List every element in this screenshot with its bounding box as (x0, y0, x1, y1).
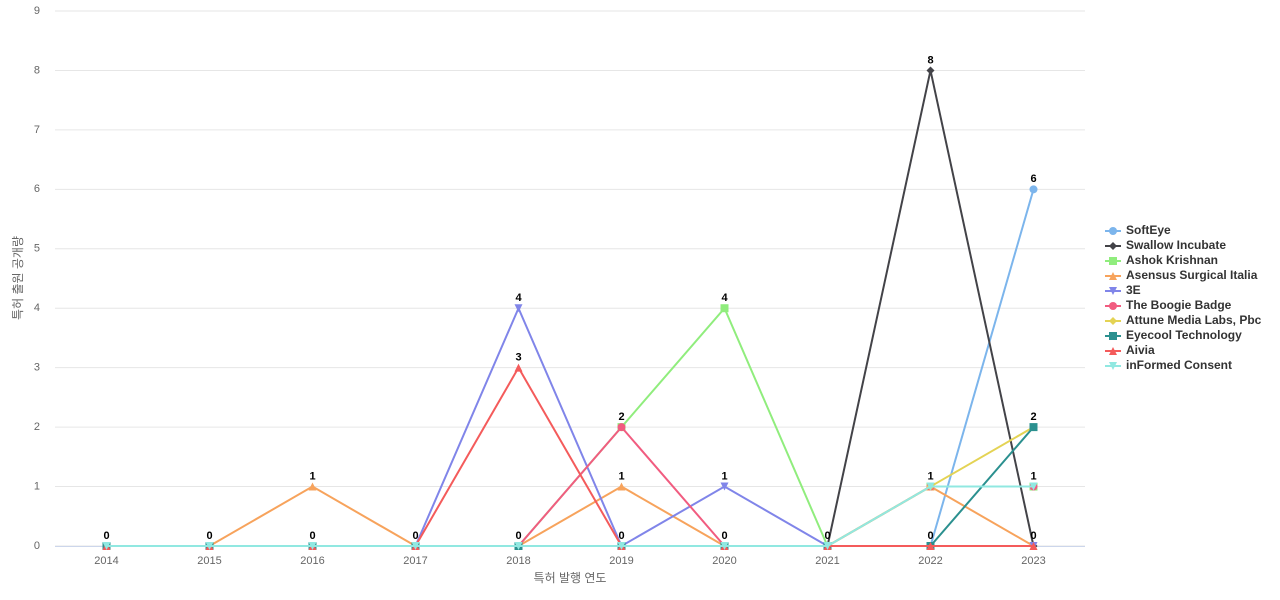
data-label: 0 (927, 530, 933, 542)
y-tick-label: 9 (34, 5, 40, 17)
y-tick-label: 4 (34, 302, 40, 314)
data-label: 1 (309, 470, 315, 482)
x-tick-label: 2016 (300, 555, 324, 567)
legend-label: Attune Media Labs, Pbc (1126, 313, 1262, 327)
y-tick-label: 6 (34, 183, 40, 195)
data-label: 4 (721, 292, 728, 304)
legend-marker (1109, 227, 1117, 235)
legend-marker (1109, 362, 1117, 370)
data-label: 0 (309, 530, 315, 542)
data-point (514, 363, 523, 372)
x-tick-label: 2018 (506, 555, 530, 567)
data-point (102, 542, 111, 550)
x-tick-label: 2022 (918, 555, 942, 567)
x-tick-label: 2019 (609, 555, 633, 567)
y-tick-label: 1 (34, 480, 40, 492)
data-label: 1 (618, 470, 624, 482)
legend-marker (1109, 272, 1117, 280)
data-point (1029, 542, 1038, 550)
legend-marker (1109, 302, 1117, 310)
data-label: 0 (103, 530, 109, 542)
data-label: 0 (618, 530, 624, 542)
data-label: 2 (618, 411, 624, 423)
data-point (308, 482, 317, 491)
series-line (106, 485, 1034, 547)
data-label: 0 (1030, 530, 1036, 542)
y-tick-label: 8 (34, 64, 40, 76)
data-point (514, 304, 523, 313)
y-tick-label: 7 (34, 124, 40, 136)
legend-marker (1109, 347, 1117, 355)
data-point (926, 482, 935, 491)
data-point (514, 542, 523, 550)
legend-label: SoftEye (1126, 223, 1171, 237)
x-tick-label: 2017 (403, 555, 427, 567)
data-label: 6 (1030, 173, 1036, 185)
data-point (926, 542, 935, 550)
data-point (617, 423, 626, 432)
legend-marker (1109, 332, 1117, 340)
legend-label: The Boogie Badge (1126, 298, 1232, 312)
data-point (411, 542, 420, 550)
data-label: 0 (412, 530, 418, 542)
series-line (106, 365, 1034, 547)
data-label: 2 (1030, 411, 1036, 423)
data-label: 4 (515, 292, 522, 304)
y-axis-title: 특허 출원 공개량 (11, 236, 25, 320)
data-label: 0 (721, 530, 727, 542)
data-label: 3 (515, 352, 521, 364)
data-point (308, 542, 317, 550)
data-point (720, 482, 729, 491)
x-tick-label: 2015 (197, 555, 221, 567)
data-point (617, 482, 626, 491)
y-tick-label: 5 (34, 243, 40, 255)
data-point (1029, 423, 1038, 432)
legend-marker (1109, 317, 1117, 325)
data-label: 0 (515, 530, 521, 542)
data-label: 0 (824, 530, 830, 542)
y-tick-label: 3 (34, 362, 40, 374)
data-label: 8 (927, 54, 933, 66)
series-line (106, 485, 1034, 547)
legend-label: Ashok Krishnan (1126, 253, 1218, 267)
x-tick-label: 2020 (712, 555, 736, 567)
legend-label: Swallow Incubate (1126, 238, 1226, 252)
data-label: 0 (206, 530, 212, 542)
data-point (205, 542, 214, 550)
legend-label: Aivia (1126, 343, 1155, 357)
data-point (617, 542, 626, 550)
legend-label: Eyecool Technology (1126, 328, 1242, 342)
data-label: 1 (1030, 470, 1036, 482)
x-tick-label: 2023 (1021, 555, 1045, 567)
x-tick-label: 2014 (94, 555, 118, 567)
legend-marker (1109, 287, 1117, 295)
data-point (1029, 482, 1038, 491)
data-point (1029, 185, 1038, 194)
data-point (720, 542, 729, 550)
data-point (720, 304, 729, 313)
y-tick-label: 2 (34, 421, 40, 433)
legend-marker (1109, 242, 1117, 250)
data-point (823, 542, 832, 550)
data-label: 1 (927, 470, 933, 482)
legend-label: 3E (1126, 283, 1141, 297)
legend-marker (1109, 257, 1117, 265)
legend-label: Asensus Surgical Italia (1126, 268, 1258, 282)
x-tick-label: 2021 (815, 555, 839, 567)
x-axis-title: 특허 발행 연도 (534, 570, 607, 585)
data-label: 1 (721, 470, 727, 482)
data-point (926, 66, 935, 75)
y-tick-label: 0 (34, 540, 40, 552)
legend-label: inFormed Consent (1126, 358, 1232, 372)
